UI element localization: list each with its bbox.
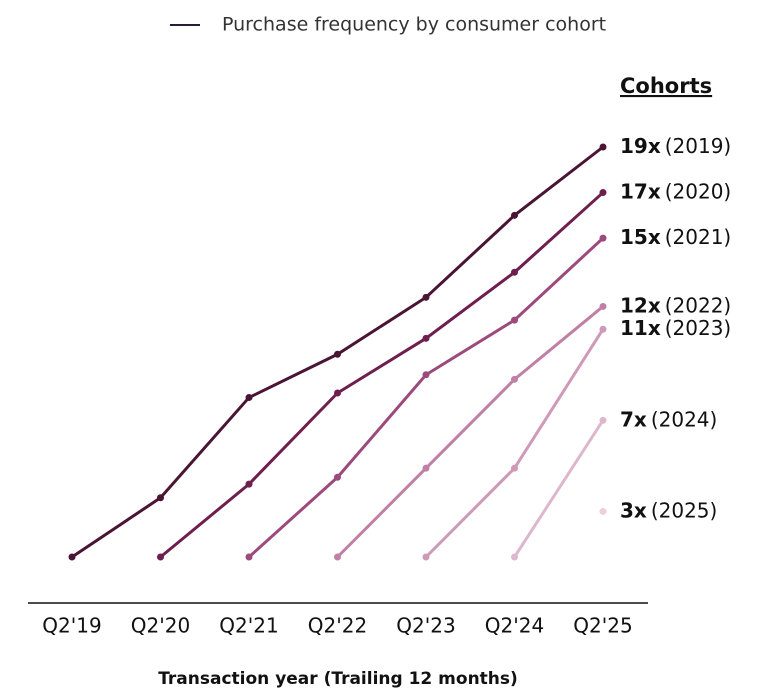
data-point [334,473,341,481]
data-point [599,325,607,333]
legend-label: Purchase frequency by consumer cohort [222,14,606,36]
series-label: 19x (2019) [620,134,731,158]
data-point [245,553,253,561]
data-point [334,553,341,561]
series-name: (2023) [665,316,732,340]
data-point [511,464,518,472]
data-point [511,268,518,276]
series-label: 15x (2021) [620,225,731,249]
value-label: 17x [620,179,661,203]
series-line [159,191,605,559]
x-tick-label: Q2'25 [573,614,632,638]
data-point [157,553,164,561]
x-tick-label: Q2'19 [42,614,101,638]
series-line [513,419,605,558]
series-label: 7x (2024) [620,407,717,431]
x-axis-title: Transaction year (Trailing 12 months) [158,669,518,689]
series-name: (2024) [651,407,718,431]
data-point [245,394,253,402]
data-point [422,334,430,342]
value-label: 19x [620,134,661,158]
series-name: (2020) [665,179,732,203]
data-point [334,350,341,358]
data-point [511,553,518,561]
x-tick-label: Q2'21 [219,614,278,638]
series-label: 11x (2023) [620,316,731,340]
series-name: (2025) [651,498,718,522]
series-name: (2022) [665,293,732,317]
data-point [511,316,518,324]
data-point [422,371,430,379]
data-point [599,302,607,310]
legend-title: Cohorts [620,74,712,98]
data-point [599,416,607,424]
data-point [157,494,164,502]
data-point [511,375,518,383]
value-label: 3x [620,498,647,522]
x-tick-label: Q2'23 [396,614,455,638]
x-tick-label: Q2'22 [308,614,367,638]
series-name: (2019) [665,134,732,158]
series-line [247,237,605,559]
data-point [245,480,253,488]
value-label: 12x [620,293,661,317]
data-point [599,507,607,515]
series-label: 17x (2020) [620,179,731,203]
data-point [599,189,607,197]
data-point [422,464,430,472]
x-tick-label: Q2'20 [131,614,190,638]
value-label: 7x [620,407,647,431]
series-line [336,305,604,559]
data-point [68,553,76,561]
value-label: 11x [620,316,661,340]
series-name: (2021) [665,225,732,249]
data-point [599,234,607,242]
data-point [511,211,518,219]
data-point [422,553,430,561]
value-label: 15x [620,225,661,249]
data-point [334,389,341,397]
series-label: 12x (2022) [620,293,731,317]
series-label: 3x (2025) [620,498,717,522]
data-point [422,293,430,301]
x-tick-label: Q2'24 [485,614,544,638]
data-point [599,143,607,151]
